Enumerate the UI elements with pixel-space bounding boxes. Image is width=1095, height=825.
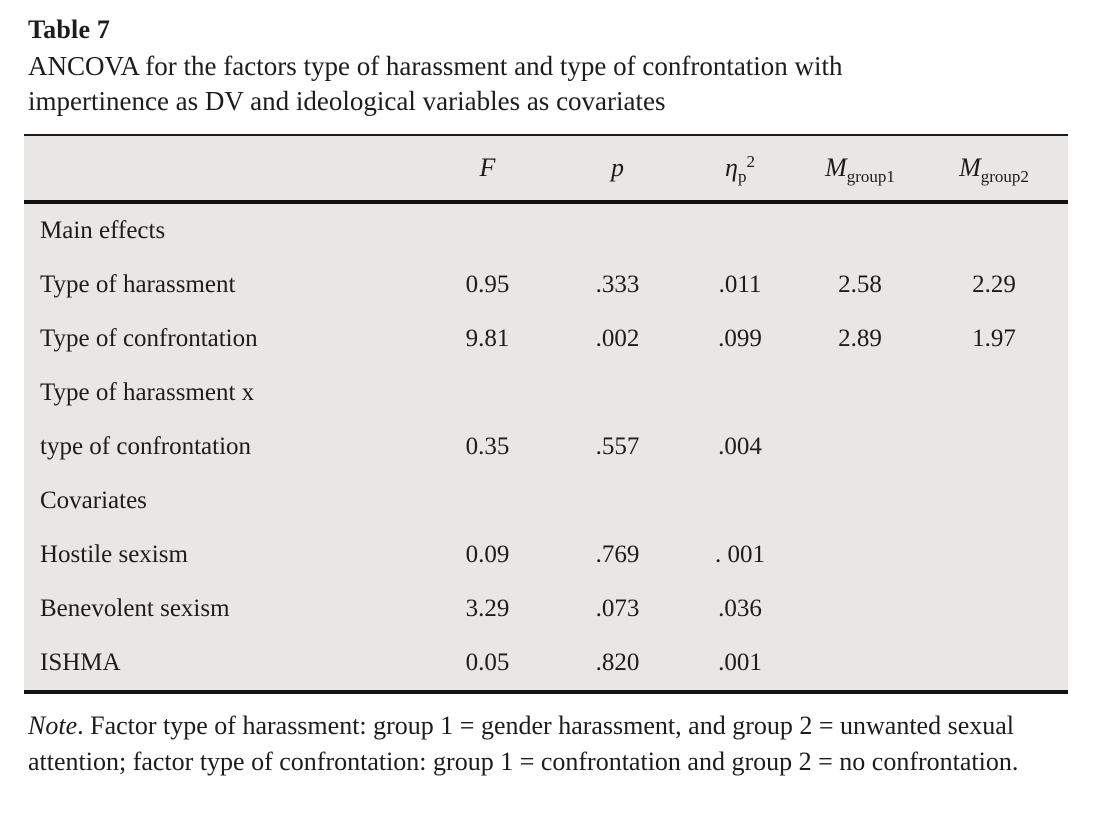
table-row: Type of confrontation 9.81 .002 .099 2.8…	[24, 312, 1068, 366]
cell-F: 0.95	[465, 271, 510, 299]
cell-m2	[920, 636, 1068, 692]
row-label: Main effects	[40, 217, 166, 245]
table-row: Covariates	[24, 474, 1068, 528]
cell-F: 0.09	[465, 541, 510, 569]
header-m-group2-sub: group2	[980, 167, 1029, 187]
cell-m1	[800, 528, 920, 582]
cell-m2: 1.97	[972, 325, 1016, 353]
cell-F	[420, 202, 555, 258]
header-F: F	[420, 135, 555, 205]
header-eta-squared: ηp2	[680, 135, 800, 205]
cell-eta	[680, 366, 800, 420]
cell-m1	[800, 474, 920, 528]
cell-p: .557	[595, 433, 640, 461]
row-label: ISHMA	[40, 649, 121, 677]
cell-m2	[920, 202, 1068, 258]
row-label: Benevolent sexism	[40, 595, 230, 623]
note-prefix: Note	[28, 711, 78, 741]
header-m-group1-sub: group1	[846, 167, 895, 187]
header-empty	[24, 135, 420, 205]
cell-m2	[920, 582, 1068, 636]
row-label: Type of harassment x	[40, 379, 255, 407]
row-label: Type of harassment	[40, 271, 236, 299]
cell-m2	[920, 474, 1068, 528]
header-eta-sup: 2	[746, 152, 755, 172]
row-label: Type of confrontation	[40, 325, 258, 353]
table-title: ANCOVA for the factors type of harassmen…	[28, 51, 843, 116]
cell-eta: .099	[718, 325, 762, 353]
table-row: ISHMA 0.05 .820 .001	[24, 636, 1068, 692]
note-body: . Factor type of harassment: group 1 = g…	[28, 711, 1019, 777]
cell-F	[420, 474, 555, 528]
header-m-group2-symbol: M	[959, 153, 981, 183]
cell-F: 3.29	[465, 595, 510, 623]
cell-m2	[920, 420, 1068, 474]
cell-p	[555, 474, 680, 528]
table-row: Main effects	[24, 202, 1068, 258]
cell-m2	[920, 366, 1068, 420]
header-F-symbol: F	[479, 153, 496, 183]
cell-eta	[680, 202, 800, 258]
cell-m1	[800, 202, 920, 258]
cell-p	[555, 366, 680, 420]
header-p: p	[555, 135, 680, 205]
cell-m1	[800, 582, 920, 636]
cell-eta: . 001	[715, 541, 765, 569]
table-row: type of confrontation 0.35 .557 .004	[24, 420, 1068, 474]
cell-m1: 2.58	[838, 271, 882, 299]
cell-eta: .036	[718, 595, 762, 623]
cell-F: 0.05	[465, 649, 510, 677]
table-row: Benevolent sexism 3.29 .073 .036	[24, 582, 1068, 636]
header-m-group1: Mgroup1	[800, 135, 920, 205]
row-label: Hostile sexism	[40, 541, 188, 569]
ancova-table: F p ηp2 Mgroup1 Mgroup2 Main effects Typ…	[24, 134, 1068, 695]
header-eta-symbol: η	[725, 153, 738, 183]
cell-m1: 2.89	[838, 325, 882, 353]
header-p-symbol: p	[611, 153, 624, 183]
cell-m1	[800, 366, 920, 420]
cell-p: .333	[595, 271, 640, 299]
table-header-row: F p ηp2 Mgroup1 Mgroup2	[24, 135, 1068, 205]
table-caption: Table 7 ANCOVA for the factors type of h…	[28, 14, 1070, 118]
cell-eta	[680, 474, 800, 528]
table-row: Type of harassment 0.95 .333 .011 2.58 2…	[24, 258, 1068, 312]
cell-p: .820	[595, 649, 640, 677]
cell-m2: 2.29	[972, 271, 1016, 299]
cell-eta: .004	[718, 433, 762, 461]
cell-p: .769	[595, 541, 640, 569]
cell-p	[555, 202, 680, 258]
table-row: Hostile sexism 0.09 .769 . 001	[24, 528, 1068, 582]
cell-m1	[800, 636, 920, 692]
row-label: Covariates	[40, 487, 147, 515]
cell-F	[420, 366, 555, 420]
table-number: Table 7	[28, 15, 111, 44]
cell-F: 0.35	[465, 433, 510, 461]
cell-p: .073	[595, 595, 640, 623]
header-eta-sub: p	[737, 167, 747, 187]
table-note: Note. Factor type of harassment: group 1…	[28, 708, 1080, 780]
cell-p: .002	[595, 325, 640, 353]
cell-eta: .011	[718, 271, 762, 299]
table-row: Type of harassment x	[24, 366, 1068, 420]
cell-m2	[920, 528, 1068, 582]
cell-F: 9.81	[465, 325, 510, 353]
cell-m1	[800, 420, 920, 474]
header-m-group2: Mgroup2	[920, 135, 1068, 205]
row-label: type of confrontation	[40, 433, 252, 461]
cell-eta: .001	[718, 649, 762, 677]
header-m-group1-symbol: M	[825, 153, 847, 183]
